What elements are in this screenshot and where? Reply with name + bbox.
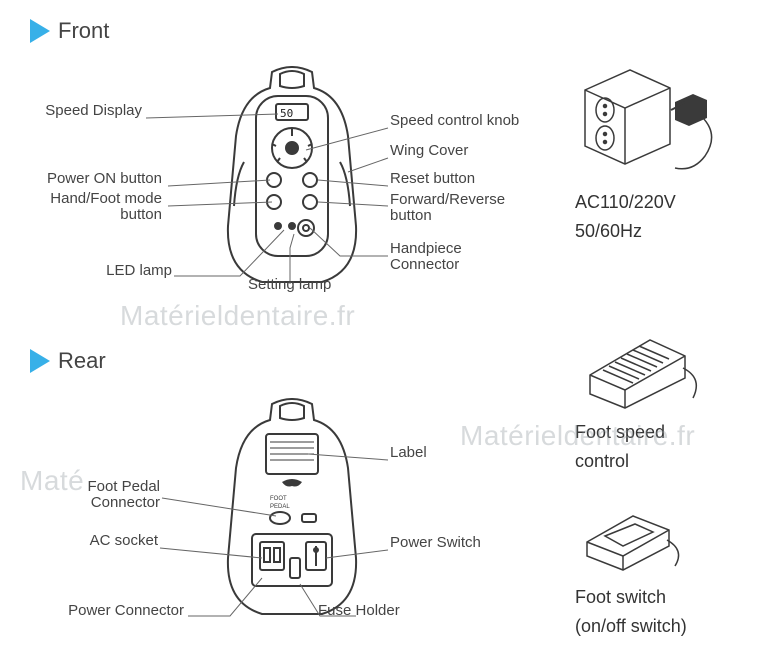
foot-pedal-icon: [575, 320, 705, 410]
callout-hand-foot-1: Hand/Foot mode: [50, 190, 162, 207]
foot-speed-label-2: control: [575, 450, 745, 473]
plug-icon: [575, 60, 725, 180]
callout-speed-display: Speed Display: [45, 102, 142, 119]
callout-power-connector: Power Connector: [68, 602, 184, 619]
watermark: Matérieldentaire.fr: [120, 300, 355, 332]
section-title-rear: Rear: [58, 348, 106, 374]
callout-fuse-holder: Fuse Holder: [318, 602, 400, 619]
callout-handpiece-1: Handpiece: [390, 240, 462, 257]
callout-handpiece-2: Connector: [390, 256, 459, 273]
foot-speed-label-1: Foot speed: [575, 421, 745, 444]
callout-led-lamp: LED lamp: [106, 262, 172, 279]
plug-label-2: 50/60Hz: [575, 220, 745, 243]
callout-foot-pedal-1: Foot Pedal: [87, 478, 160, 495]
foot-switch-label-2: (on/off switch): [575, 615, 745, 638]
callout-label: Label: [390, 444, 427, 461]
callout-wing-cover: Wing Cover: [390, 142, 468, 159]
side-foot-switch: Foot switch (on/off switch): [575, 500, 745, 637]
section-header-rear: Rear: [30, 348, 106, 374]
section-header-front: Front: [30, 18, 109, 44]
svg-text:FOOT: FOOT: [270, 496, 287, 502]
callout-power-on: Power ON button: [47, 170, 162, 187]
callout-fwd-rev-1: Forward/Reverse: [390, 191, 505, 208]
foot-switch-icon: [575, 500, 695, 575]
callout-power-switch: Power Switch: [390, 534, 481, 551]
plug-label-1: AC110/220V: [575, 191, 745, 214]
callout-speed-knob: Speed control knob: [390, 112, 519, 129]
section-title-front: Front: [58, 18, 109, 44]
callout-fwd-rev-2: button: [390, 207, 432, 224]
callout-hand-foot-2: button: [120, 206, 162, 223]
callout-setting-lamp: Setting lamp: [248, 276, 331, 293]
callout-reset: Reset button: [390, 170, 475, 187]
callout-ac-socket: AC socket: [90, 532, 158, 549]
foot-switch-label-1: Foot switch: [575, 586, 745, 609]
speed-display-value: 50: [280, 107, 293, 120]
arrow-icon: [30, 349, 50, 373]
arrow-icon: [30, 19, 50, 43]
watermark: Maté: [20, 465, 84, 497]
rear-device-diagram: FOOT PEDAL: [222, 398, 362, 628]
callout-foot-pedal-2: Connector: [91, 494, 160, 511]
front-device-diagram: 50: [222, 66, 362, 296]
side-foot-speed: Foot speed control: [575, 320, 745, 472]
side-plug: AC110/220V 50/60Hz: [575, 60, 745, 242]
svg-text:PEDAL: PEDAL: [270, 504, 290, 510]
